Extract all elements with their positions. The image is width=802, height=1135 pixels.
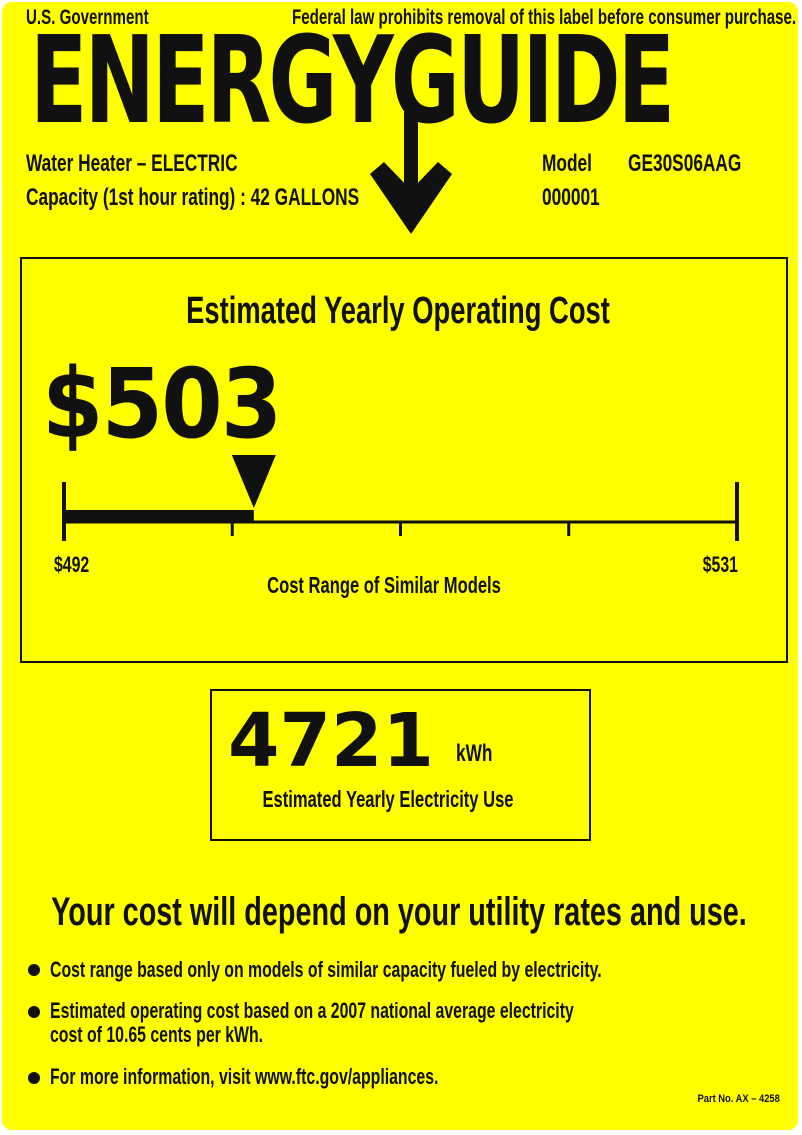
bullet-icon: [28, 964, 40, 976]
arrow-down-icon: [370, 112, 452, 234]
energyguide-title: ENERGYGUIDE: [30, 12, 675, 151]
cost-disclaimer-headline: Your cost will depend on your utility ra…: [51, 890, 747, 934]
model-label: Model: [542, 150, 592, 177]
capacity: Capacity (1st hour rating) : 42 GALLONS: [26, 184, 360, 211]
part-number: Part No. AX – 4258: [697, 1093, 780, 1105]
bullet-icon: [28, 1072, 40, 1084]
range-caption: Cost Range of Similar Models: [267, 572, 501, 598]
range-max-label: $531: [702, 552, 738, 577]
electricity-use-unit: kWh: [456, 740, 493, 767]
bullet-cost-range: Cost range based only on models of simil…: [50, 957, 602, 982]
bullet-more-info: For more information, visit www.ftc.gov/…: [50, 1064, 439, 1089]
operating-cost-value: $503: [42, 348, 282, 460]
cost-range-scale: [62, 455, 739, 541]
operating-cost-box: [20, 257, 788, 663]
government-label: U.S. Government: [26, 6, 149, 29]
bullet-operating-cost-cont: cost of 10.65 cents per kWh.: [50, 1022, 264, 1047]
bullet-icon: [28, 1006, 40, 1018]
cost-bar: [64, 510, 254, 523]
electricity-use-value: 4721: [228, 698, 434, 784]
electricity-use-caption: Estimated Yearly Electricity Use: [262, 786, 514, 812]
range-min-label: $492: [54, 552, 90, 577]
model-number: GE30S06AAG: [628, 150, 742, 177]
cost-pointer-icon: [231, 455, 276, 508]
operating-cost-heading: Estimated Yearly Operating Cost: [186, 290, 610, 332]
serial-number: 000001: [542, 184, 600, 211]
product-type: Water Heater – ELECTRIC: [26, 150, 238, 177]
removal-notice: Federal law prohibits removal of this la…: [292, 6, 797, 29]
electricity-use-box: [210, 689, 591, 841]
bullet-operating-cost: Estimated operating cost based on a 2007…: [50, 998, 574, 1023]
